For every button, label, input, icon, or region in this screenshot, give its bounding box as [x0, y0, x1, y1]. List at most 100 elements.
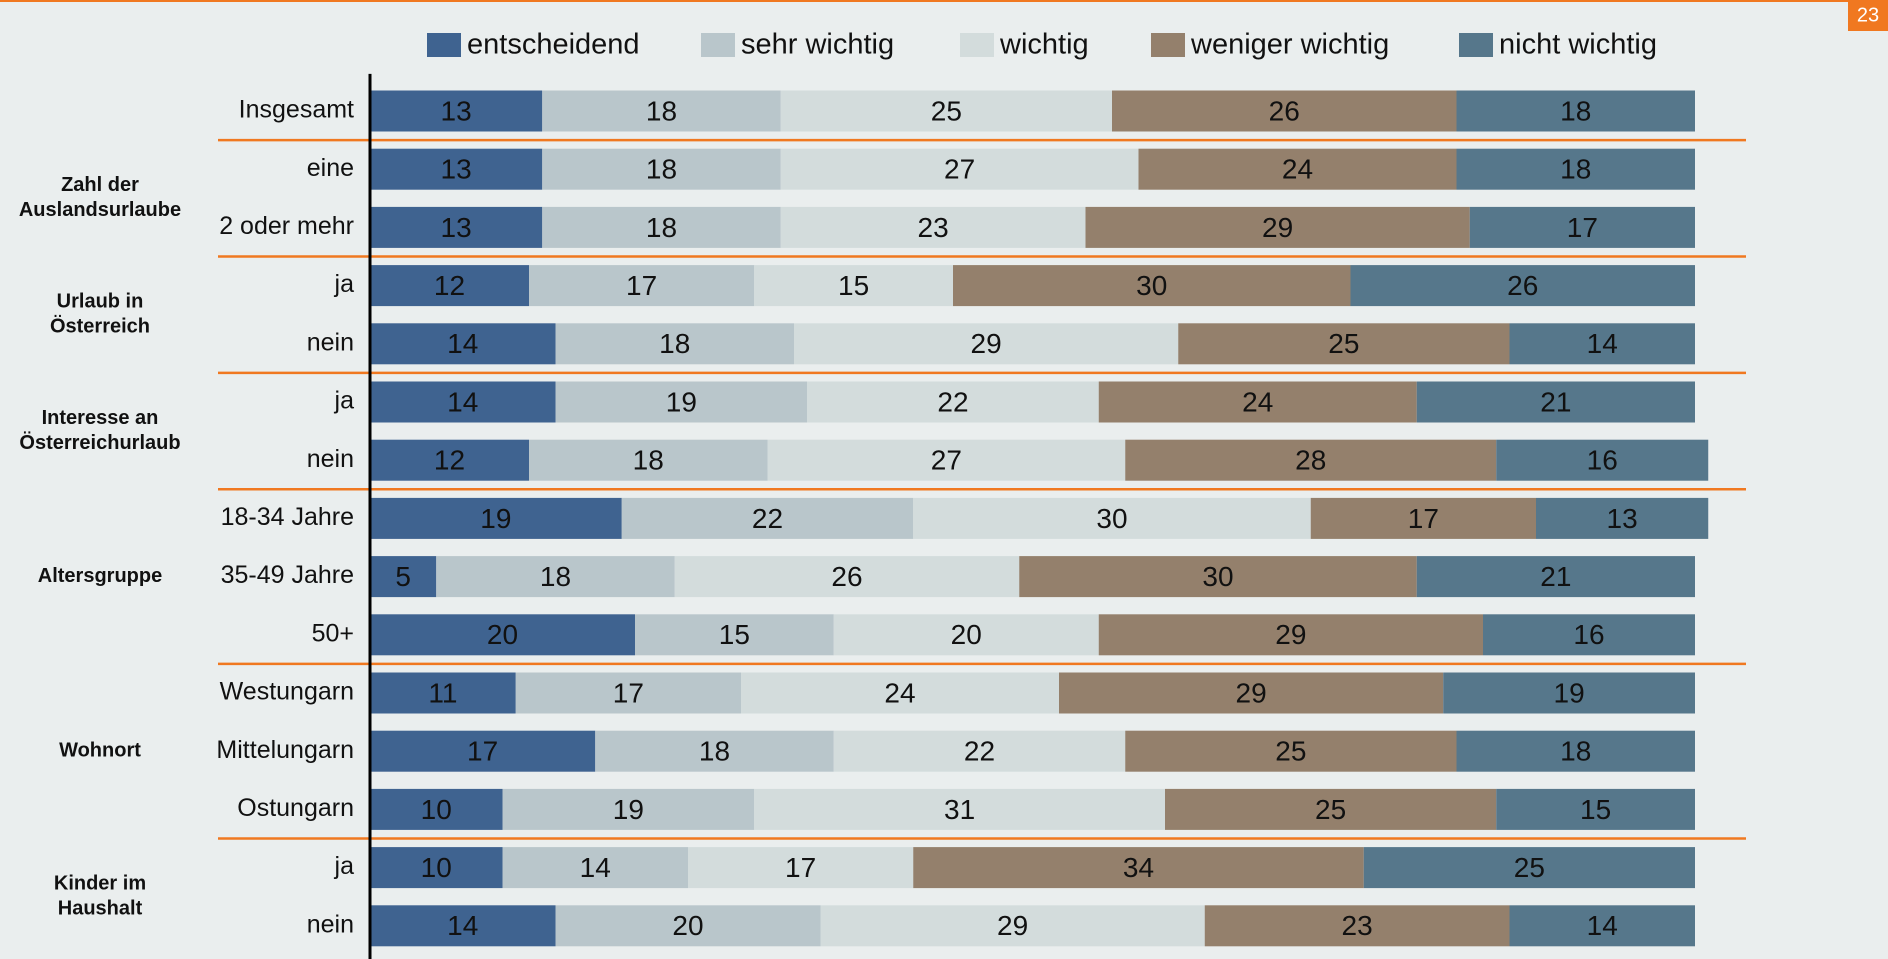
value-label: 29: [1275, 619, 1306, 650]
bar-segment: [529, 439, 768, 481]
bar-segment: [370, 323, 556, 365]
bar-segment: [370, 556, 437, 598]
value-label: 22: [752, 503, 783, 534]
value-label: 27: [944, 154, 975, 185]
value-label: 14: [580, 852, 611, 883]
y-tick-label: nein: [307, 328, 354, 356]
value-label: 19: [613, 794, 644, 825]
value-label: 19: [1554, 677, 1585, 708]
bar-segment: [370, 439, 529, 481]
group-label: Auslandsurlaube: [19, 199, 181, 221]
value-label: 25: [1275, 736, 1306, 767]
value-label: 31: [944, 794, 975, 825]
bar-segment: [1456, 148, 1695, 190]
value-label: 13: [1607, 503, 1638, 534]
bar-segment: [1310, 497, 1536, 539]
bar-segment: [833, 730, 1126, 772]
value-label: 13: [441, 154, 472, 185]
value-label: 24: [1242, 386, 1273, 417]
bar-segment: [1496, 439, 1709, 481]
bar-segment: [515, 672, 741, 714]
bar-segment: [1509, 323, 1695, 365]
bar-segment: [555, 905, 821, 947]
bar-segment: [674, 556, 1020, 598]
value-label: 27: [931, 445, 962, 476]
bar-segment: [1363, 847, 1695, 889]
value-label: 18: [646, 154, 677, 185]
bar-segment: [502, 847, 688, 889]
value-label: 17: [626, 270, 657, 301]
bar-segment: [370, 672, 516, 714]
bar-segment: [794, 323, 1179, 365]
value-label: 34: [1123, 852, 1154, 883]
bar-segment: [436, 556, 675, 598]
value-label: 25: [931, 95, 962, 126]
bar-segment: [370, 90, 543, 132]
y-tick-label: 50+: [312, 619, 354, 647]
value-label: 15: [719, 619, 750, 650]
value-label: 19: [666, 386, 697, 417]
value-label: 12: [434, 445, 465, 476]
group-label: Zahl der: [61, 174, 139, 196]
y-tick-label: nein: [307, 910, 354, 938]
bar-segment: [635, 614, 834, 656]
bar-segment: [754, 788, 1165, 830]
value-label: 21: [1540, 561, 1571, 592]
bar-segment: [1509, 905, 1695, 947]
bar-segment: [913, 497, 1311, 539]
value-label: 29: [1262, 212, 1293, 243]
top-rule: [0, 0, 1888, 2]
bar-segment: [741, 672, 1059, 714]
value-label: 18: [540, 561, 571, 592]
value-label: 18: [1560, 95, 1591, 126]
value-label: 20: [951, 619, 982, 650]
bar-segment: [502, 788, 755, 830]
value-label: 16: [1573, 619, 1604, 650]
bar-segment: [370, 381, 556, 423]
y-tick-label: nein: [307, 445, 354, 473]
bar-segment: [780, 206, 1086, 248]
bar-segment: [370, 788, 503, 830]
y-tick-label: Mittelungarn: [216, 736, 354, 764]
bar-segment: [1165, 788, 1497, 830]
value-label: 20: [672, 910, 703, 941]
value-label: 11: [428, 677, 457, 708]
value-label: 26: [831, 561, 862, 592]
value-label: 10: [421, 852, 452, 883]
bar-segment: [542, 206, 781, 248]
y-tick-label: 18-34 Jahre: [221, 503, 354, 531]
value-label: 14: [447, 910, 478, 941]
value-label: 17: [467, 736, 498, 767]
value-label: 18: [699, 736, 730, 767]
bar-segment: [1350, 265, 1695, 307]
value-label: 25: [1514, 852, 1545, 883]
bar-segment: [1443, 672, 1695, 714]
legend-swatch: [1151, 33, 1185, 57]
bar-segment: [913, 847, 1364, 889]
bar-segment: [1456, 730, 1695, 772]
bar-segment: [1416, 381, 1695, 423]
value-label: 5: [395, 561, 411, 592]
bar-segment: [767, 439, 1126, 481]
value-label: 26: [1507, 270, 1538, 301]
bar-segment: [1204, 905, 1510, 947]
value-label: 18: [646, 212, 677, 243]
value-label: 14: [447, 386, 478, 417]
value-label: 18: [1560, 736, 1591, 767]
bar-segment: [1469, 206, 1695, 248]
y-tick-label: Westungarn: [220, 678, 354, 706]
bar-segment: [688, 847, 914, 889]
value-label: 23: [1342, 910, 1373, 941]
bar-segment: [529, 265, 755, 307]
bar-segment: [780, 148, 1139, 190]
legend-label: sehr wichtig: [741, 29, 894, 61]
value-label: 20: [487, 619, 518, 650]
group-label: Österreich: [50, 314, 150, 337]
value-label: 17: [613, 677, 644, 708]
value-label: 30: [1136, 270, 1167, 301]
bar-segment: [542, 148, 781, 190]
y-tick-label: ja: [334, 387, 355, 415]
group-label: Interesse an: [42, 407, 159, 429]
value-label: 29: [997, 910, 1028, 941]
bar-segment: [370, 497, 622, 539]
